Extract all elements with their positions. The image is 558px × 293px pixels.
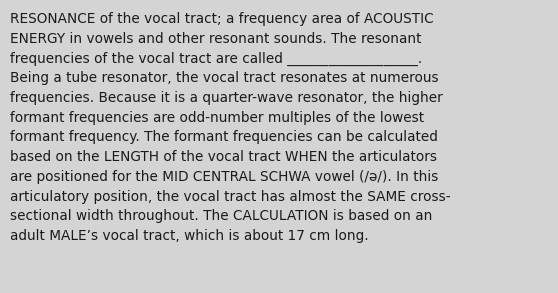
Text: sectional width throughout. The CALCULATION is based on an: sectional width throughout. The CALCULAT… xyxy=(10,209,432,223)
Text: formant frequencies are odd-number multiples of the lowest: formant frequencies are odd-number multi… xyxy=(10,111,424,125)
Text: RESONANCE of the vocal tract; a frequency area of ACOUSTIC: RESONANCE of the vocal tract; a frequenc… xyxy=(10,12,434,26)
Text: articulatory position, the vocal tract has almost the SAME cross-: articulatory position, the vocal tract h… xyxy=(10,190,451,204)
Text: frequencies of the vocal tract are called ___________________.: frequencies of the vocal tract are calle… xyxy=(10,52,422,66)
Text: based on the LENGTH of the vocal tract WHEN the articulators: based on the LENGTH of the vocal tract W… xyxy=(10,150,437,164)
Text: Being a tube resonator, the vocal tract resonates at numerous: Being a tube resonator, the vocal tract … xyxy=(10,71,439,85)
Text: frequencies. Because it is a quarter-wave resonator, the higher: frequencies. Because it is a quarter-wav… xyxy=(10,91,442,105)
Text: are positioned for the MID CENTRAL SCHWA vowel (/ə/). In this: are positioned for the MID CENTRAL SCHWA… xyxy=(10,170,439,184)
Text: ENERGY in vowels and other resonant sounds. The resonant: ENERGY in vowels and other resonant soun… xyxy=(10,32,421,46)
Text: formant frequency. The formant frequencies can be calculated: formant frequency. The formant frequenci… xyxy=(10,130,438,144)
Text: adult MALE’s vocal tract, which is about 17 cm long.: adult MALE’s vocal tract, which is about… xyxy=(10,229,369,243)
